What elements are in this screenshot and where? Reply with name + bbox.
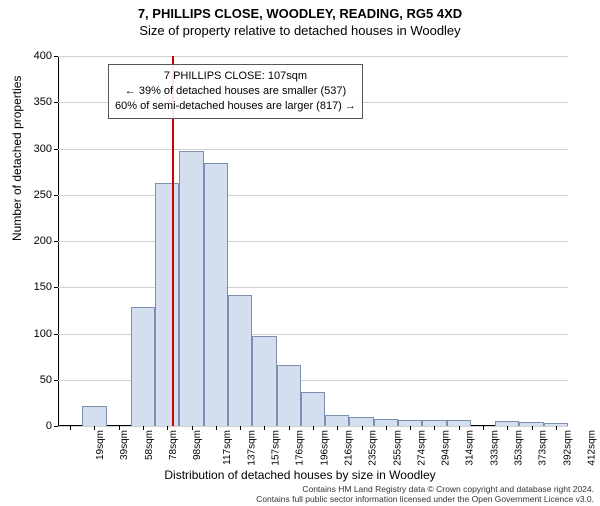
- x-tick: [410, 426, 411, 430]
- x-tick: [386, 426, 387, 430]
- gridline: [58, 149, 568, 150]
- histogram-bar: [204, 163, 228, 426]
- gridline: [58, 195, 568, 196]
- x-tick: [167, 426, 168, 430]
- x-tick: [337, 426, 338, 430]
- histogram-bar: [155, 183, 179, 426]
- x-tick: [507, 426, 508, 430]
- histogram-bar: [179, 151, 203, 426]
- y-tick: [54, 334, 58, 335]
- x-tick: [94, 426, 95, 430]
- x-tick-label: 157sqm: [271, 430, 282, 466]
- x-tick: [70, 426, 71, 430]
- gridline: [58, 287, 568, 288]
- x-tick-label: 176sqm: [295, 430, 306, 466]
- x-tick: [216, 426, 217, 430]
- histogram-bar: [374, 419, 398, 426]
- x-tick: [240, 426, 241, 430]
- x-tick: [556, 426, 557, 430]
- x-tick: [362, 426, 363, 430]
- footer-line-2: Contains full public sector information …: [256, 494, 594, 504]
- gridline: [58, 241, 568, 242]
- x-tick: [143, 426, 144, 430]
- chart-container: 7, PHILLIPS CLOSE, WOODLEY, READING, RG5…: [0, 6, 600, 506]
- x-tick-label: 196sqm: [319, 430, 330, 466]
- x-tick-label: 412sqm: [586, 430, 597, 466]
- y-axis-label: Number of detached properties: [10, 76, 24, 241]
- histogram-bar: [228, 295, 252, 426]
- histogram-bar: [349, 417, 373, 426]
- gridline: [58, 56, 568, 57]
- x-tick-label: 39sqm: [119, 430, 130, 460]
- x-tick: [313, 426, 314, 430]
- x-tick-label: 255sqm: [392, 430, 403, 466]
- x-tick: [532, 426, 533, 430]
- x-tick: [192, 426, 193, 430]
- x-tick-label: 392sqm: [562, 430, 573, 466]
- y-tick: [54, 56, 58, 57]
- x-tick: [264, 426, 265, 430]
- y-tick: [54, 149, 58, 150]
- x-tick-label: 373sqm: [538, 430, 549, 466]
- histogram-bar: [301, 392, 325, 426]
- x-tick-label: 216sqm: [344, 430, 355, 466]
- annotation-line-1: 7 PHILLIPS CLOSE: 107sqm: [115, 69, 356, 84]
- title-block: 7, PHILLIPS CLOSE, WOODLEY, READING, RG5…: [0, 6, 600, 38]
- title-address: 7, PHILLIPS CLOSE, WOODLEY, READING, RG5…: [0, 6, 600, 21]
- histogram-bar: [252, 336, 276, 426]
- y-tick: [54, 287, 58, 288]
- x-tick: [483, 426, 484, 430]
- y-tick: [54, 195, 58, 196]
- histogram-bar: [131, 307, 155, 426]
- histogram-chart: 05010015020025030035040019sqm39sqm58sqm7…: [58, 56, 568, 426]
- footer-attribution: Contains HM Land Registry data © Crown c…: [256, 484, 594, 504]
- footer-line-1: Contains HM Land Registry data © Crown c…: [256, 484, 594, 494]
- x-tick: [289, 426, 290, 430]
- x-tick-label: 294sqm: [441, 430, 452, 466]
- x-tick-label: 333sqm: [489, 430, 500, 466]
- x-tick-label: 58sqm: [144, 430, 155, 460]
- x-tick-label: 19sqm: [95, 430, 106, 460]
- x-tick-label: 78sqm: [168, 430, 179, 460]
- annotation-line-2: ← 39% of detached houses are smaller (53…: [115, 84, 356, 99]
- x-axis-label: Distribution of detached houses by size …: [0, 468, 600, 482]
- x-tick-label: 117sqm: [221, 430, 232, 465]
- x-tick-label: 314sqm: [465, 430, 476, 466]
- x-tick-label: 137sqm: [246, 430, 257, 466]
- annotation-box: 7 PHILLIPS CLOSE: 107sqm← 39% of detache…: [108, 64, 363, 119]
- y-tick: [54, 426, 58, 427]
- annotation-line-3: 60% of semi-detached houses are larger (…: [115, 99, 356, 114]
- y-tick: [54, 102, 58, 103]
- x-tick-label: 353sqm: [514, 430, 525, 466]
- x-tick: [459, 426, 460, 430]
- y-tick: [54, 241, 58, 242]
- x-tick-label: 274sqm: [416, 430, 427, 466]
- histogram-bar: [277, 365, 301, 426]
- title-subtitle: Size of property relative to detached ho…: [0, 23, 600, 38]
- x-tick-label: 98sqm: [192, 430, 203, 460]
- histogram-bar: [325, 415, 349, 426]
- x-tick-label: 235sqm: [368, 430, 379, 466]
- y-tick: [54, 380, 58, 381]
- x-tick: [119, 426, 120, 430]
- histogram-bar: [82, 406, 106, 426]
- x-tick: [434, 426, 435, 430]
